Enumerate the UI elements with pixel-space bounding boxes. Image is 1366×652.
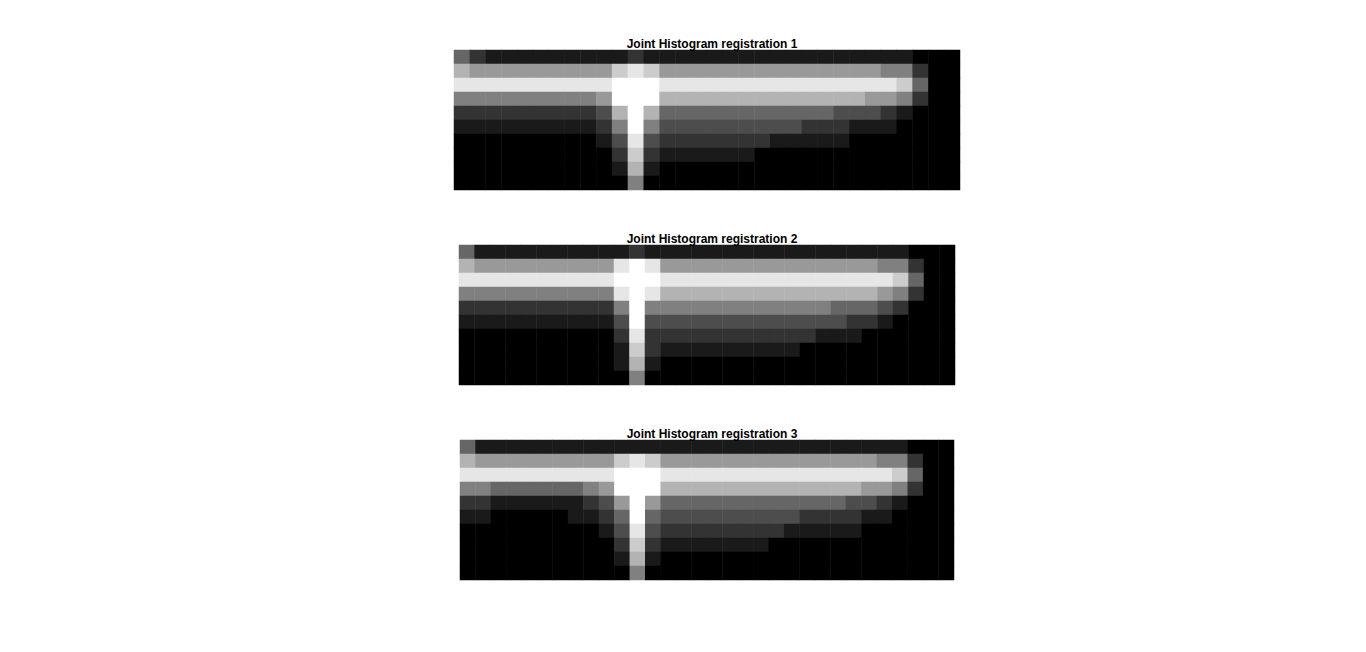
svg-text:Joint Histogram registration 2: Joint Histogram registration 2 <box>627 232 798 246</box>
svg-text:Joint Histogram registration 3: Joint Histogram registration 3 <box>627 427 798 441</box>
svg-text:Joint Histogram registration 1: Joint Histogram registration 1 <box>627 37 798 51</box>
